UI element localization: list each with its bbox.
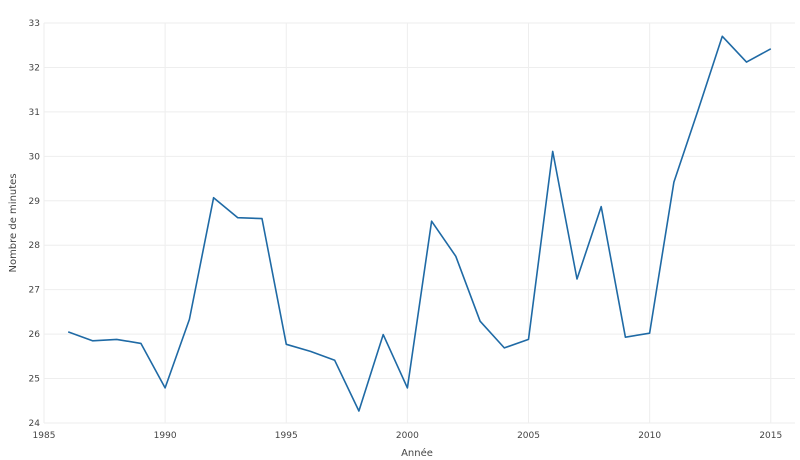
data-point[interactable] <box>282 340 290 348</box>
data-point[interactable] <box>525 335 533 343</box>
data-point[interactable] <box>500 344 508 352</box>
y-tick-label: 26 <box>29 330 41 340</box>
data-point[interactable] <box>161 384 169 392</box>
x-axis-ticks: 1985 1990 1995 2000 2005 2010 2015 <box>33 431 783 441</box>
data-point[interactable] <box>306 347 314 355</box>
data-point[interactable] <box>718 32 726 40</box>
data-point[interactable] <box>670 178 678 186</box>
data-point[interactable] <box>379 331 387 339</box>
data-point[interactable] <box>355 407 363 415</box>
y-tick-label: 30 <box>29 152 41 162</box>
x-tick-label: 1995 <box>275 431 298 441</box>
y-tick-label: 28 <box>29 241 41 251</box>
data-point[interactable] <box>258 215 266 223</box>
data-point[interactable] <box>621 333 629 341</box>
series-group <box>64 32 775 415</box>
data-point[interactable] <box>743 58 751 66</box>
data-point[interactable] <box>597 203 605 211</box>
data-point[interactable] <box>694 106 702 114</box>
data-point[interactable] <box>88 337 96 345</box>
series-line <box>67 35 772 412</box>
data-point[interactable] <box>331 356 339 364</box>
x-tick-label: 1990 <box>154 431 177 441</box>
data-point[interactable] <box>549 147 557 155</box>
data-point[interactable] <box>646 329 654 337</box>
x-tick-label: 2005 <box>517 431 540 441</box>
gridlines <box>43 22 795 424</box>
x-tick-label: 2000 <box>396 431 419 441</box>
data-point[interactable] <box>476 317 484 325</box>
y-tick-label: 33 <box>29 19 40 29</box>
data-point[interactable] <box>573 275 581 283</box>
data-point[interactable] <box>137 339 145 347</box>
data-point[interactable] <box>452 252 460 260</box>
data-point[interactable] <box>767 45 775 53</box>
y-tick-label: 27 <box>29 286 40 296</box>
x-tick-label: 2010 <box>638 431 661 441</box>
data-point[interactable] <box>113 335 121 343</box>
y-tick-label: 24 <box>29 419 41 429</box>
data-point[interactable] <box>234 214 242 222</box>
y-tick-label: 25 <box>29 375 40 385</box>
y-axis-ticks: 24 25 26 27 28 29 30 31 32 33 <box>29 19 41 429</box>
y-tick-label: 31 <box>29 108 40 118</box>
y-tick-label: 32 <box>29 63 40 73</box>
y-axis-title: Nombre de minutes <box>8 173 19 272</box>
x-tick-label: 2015 <box>759 431 782 441</box>
y-tick-label: 29 <box>29 197 41 207</box>
data-point[interactable] <box>210 194 218 202</box>
data-point[interactable] <box>428 217 436 225</box>
data-point[interactable] <box>403 384 411 392</box>
data-point[interactable] <box>64 328 72 336</box>
x-axis-title: Année <box>401 447 433 459</box>
data-point[interactable] <box>185 315 193 323</box>
x-tick-label: 1985 <box>33 431 56 441</box>
